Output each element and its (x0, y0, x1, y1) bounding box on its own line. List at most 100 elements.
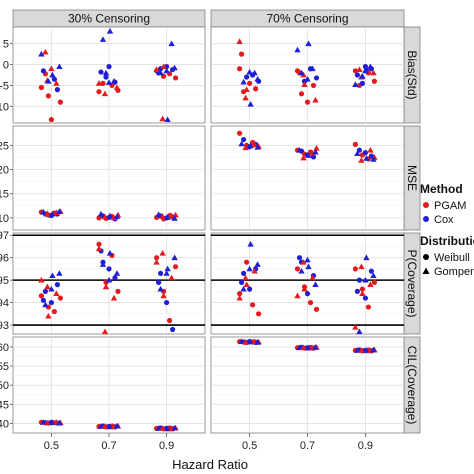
y-tick-label: 010 (0, 213, 9, 225)
point-weibull (48, 117, 55, 123)
facet-strips: 30% Censoring 70% Censoring Bias(Std) MSE P(… (12, 9, 421, 434)
point-gompertz (312, 148, 319, 155)
point-gompertz (163, 67, 170, 74)
point-weibull (239, 279, 245, 285)
row-strip-label: Bias(Std) (405, 50, 419, 99)
point-gompertz (300, 344, 307, 351)
point-gompertz (370, 156, 377, 162)
point-gompertz (240, 78, 247, 85)
point-weibull (57, 295, 64, 301)
point-weibull (38, 84, 45, 91)
point-gompertz (56, 208, 63, 215)
point-gompertz (362, 276, 369, 283)
point-weibull (173, 264, 179, 270)
point-gompertz (236, 38, 243, 45)
legend-key-gompertz (422, 267, 430, 274)
point-gompertz (370, 272, 377, 279)
point-weibull (173, 75, 179, 81)
point-gompertz (164, 214, 171, 220)
point-gompertz (157, 285, 164, 292)
point-gompertz (358, 347, 365, 353)
point-weibull (164, 299, 170, 306)
x-tick-label: 0.5 (242, 440, 257, 452)
point-weibull (106, 64, 112, 70)
point-weibull (42, 288, 49, 294)
y-tick-label: .93 (0, 320, 9, 332)
point-gompertz (313, 145, 320, 151)
point-weibull (298, 91, 305, 97)
point-weibull (98, 69, 104, 75)
y-tick-label: 025 (0, 140, 9, 152)
point-weibull (48, 299, 55, 306)
point-gompertz (238, 338, 245, 344)
point-gompertz (243, 281, 250, 288)
point-gompertz (153, 66, 160, 72)
legend-key-weibull (423, 254, 429, 260)
y-tick-label: .97 (0, 230, 9, 242)
point-gompertz (294, 46, 301, 53)
point-gompertz (294, 292, 301, 299)
legend-key-pgam (423, 202, 429, 208)
point-gompertz (44, 283, 51, 290)
point-weibull (244, 74, 250, 80)
point-gompertz (309, 274, 316, 281)
point-gompertz (363, 347, 370, 354)
point-gompertz (238, 140, 245, 147)
legend: Method PGAM Cox Distribution Weibull Gom… (420, 182, 474, 278)
point-gompertz (254, 144, 261, 150)
point-weibull (103, 74, 109, 80)
point-gompertz (168, 212, 175, 219)
point-gompertz (49, 210, 56, 217)
x-tick-label: 0.9 (159, 440, 174, 452)
point-gompertz (159, 213, 166, 219)
point-gompertz (305, 152, 312, 158)
y-tick-label: -5 (0, 80, 9, 92)
point-weibull (352, 141, 358, 147)
point-gompertz (300, 258, 307, 265)
x-tick-label: 0.5 (44, 440, 59, 452)
y-tick-label: .94 (0, 298, 9, 310)
point-gompertz (242, 144, 249, 151)
point-weibull (57, 99, 64, 105)
point-gompertz (48, 65, 55, 72)
point-gompertz (254, 75, 261, 82)
point-gompertz (49, 71, 56, 78)
point-gompertz (56, 63, 63, 70)
point-weibull (239, 51, 245, 57)
point-gompertz (171, 424, 178, 431)
point-weibull (362, 295, 368, 301)
point-gompertz (171, 254, 178, 261)
point-weibull (352, 68, 358, 74)
point-gompertz (240, 285, 247, 292)
point-weibull (354, 288, 360, 294)
point-gompertz (113, 422, 121, 429)
point-gompertz (157, 69, 164, 76)
point-gompertz (312, 96, 319, 103)
point-gompertz (352, 81, 359, 87)
point-gompertz (363, 254, 370, 261)
x-tick-label: 0.7 (101, 440, 116, 452)
point-weibull (359, 286, 365, 292)
point-weibull (38, 293, 45, 299)
point-gompertz (362, 67, 369, 74)
point-gompertz (40, 419, 47, 425)
y-tick-label: 015 (0, 189, 9, 201)
column-strip-label: 30% Censoring (68, 12, 150, 26)
point-gompertz (110, 78, 118, 84)
point-weibull (40, 68, 47, 74)
point-weibull (45, 93, 52, 99)
y-tick-label: .95 (0, 275, 9, 287)
row-strip-label: P(Coverage) (405, 249, 419, 317)
point-gompertz (56, 419, 63, 426)
point-gompertz (101, 328, 109, 335)
point-weibull (54, 87, 61, 93)
point-weibull (371, 78, 377, 84)
point-gompertz (254, 261, 261, 267)
point-gompertz (45, 78, 52, 84)
x-tick-label: 0.7 (300, 440, 315, 452)
point-gompertz (301, 285, 308, 292)
point-gompertz (171, 215, 178, 221)
point-weibull (253, 86, 259, 92)
legend-dist-weibull: Weibull (434, 252, 470, 264)
